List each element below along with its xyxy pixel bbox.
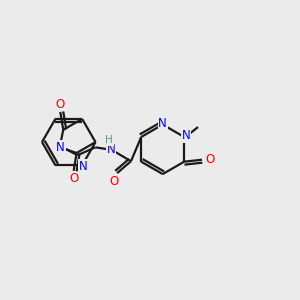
Text: O: O — [110, 175, 119, 188]
Text: N: N — [56, 141, 65, 154]
Text: O: O — [69, 172, 78, 185]
Text: N: N — [158, 117, 167, 130]
Text: N: N — [107, 143, 116, 156]
Text: N: N — [182, 129, 190, 142]
Text: N: N — [79, 160, 88, 173]
Text: O: O — [205, 153, 214, 166]
Text: H: H — [105, 135, 113, 146]
Text: O: O — [56, 98, 65, 110]
